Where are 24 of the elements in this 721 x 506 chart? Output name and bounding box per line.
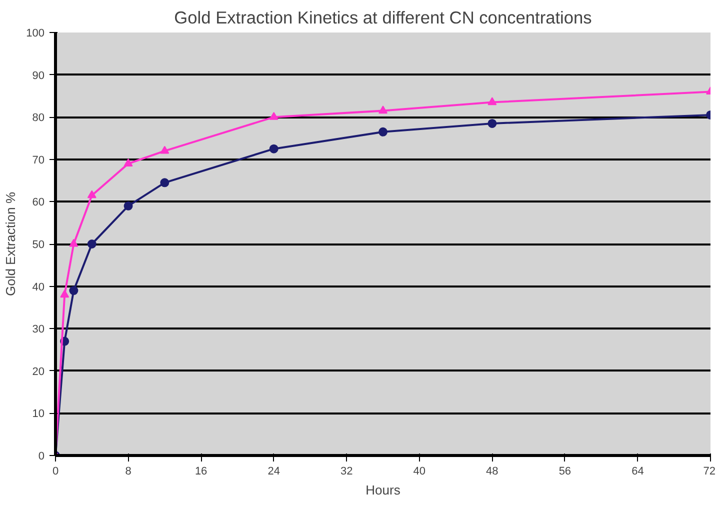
y-tick-label: 0 [38, 450, 45, 462]
y-tick-label: 60 [32, 196, 45, 209]
x-tick-label: 32 [340, 466, 353, 478]
y-tick-label: 40 [32, 281, 45, 294]
x-tick-label: 8 [125, 466, 132, 478]
y-tick-label: 70 [32, 154, 45, 166]
y-axis-title: Gold Extraction % [3, 192, 18, 296]
x-tick-label: 16 [194, 466, 208, 478]
x-tick-label: 24 [268, 466, 280, 478]
x-tick-label: 56 [558, 466, 572, 478]
y-tick-label: 50 [32, 239, 45, 251]
y-tick-label: 80 [32, 112, 45, 124]
y-tick-label: 10 [32, 408, 45, 420]
x-tick-label: 48 [486, 466, 498, 478]
chart-title: Gold Extraction Kinetics at different CN concentrations [174, 8, 592, 28]
y-tick-label: 20 [32, 366, 45, 378]
x-tick-label: 40 [413, 466, 426, 478]
y-tick-label: 100 [26, 28, 45, 40]
x-tick-label: 72 [703, 466, 716, 478]
y-tick-label: 30 [32, 324, 45, 336]
x-axis-title: Hours [366, 482, 401, 498]
x-tick-label: 64 [632, 466, 644, 478]
x-tick-label: 0 [52, 466, 59, 478]
y-tick-label: 90 [32, 70, 45, 82]
